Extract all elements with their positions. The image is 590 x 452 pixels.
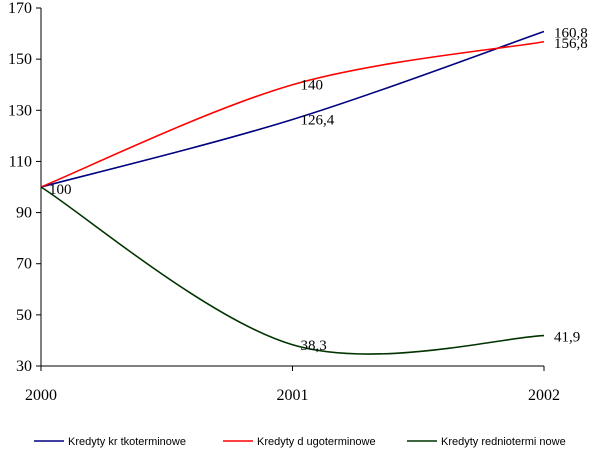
x-tick-label: 2000: [25, 387, 57, 404]
data-label: 38,3: [301, 338, 327, 354]
y-tick-label: 70: [16, 256, 32, 273]
y-tick-label: 90: [16, 205, 32, 222]
data-label: 41,9: [554, 330, 580, 346]
legend-label: Kredyty d ugoterminowe: [257, 436, 376, 448]
data-label: 126,4: [301, 112, 335, 128]
data-label: 156,8: [554, 36, 588, 52]
series-line-0: [40, 30, 545, 188]
x-tick-label: 2002: [528, 387, 560, 404]
y-tick-label: 30: [16, 358, 32, 375]
series-line-1: [40, 40, 545, 188]
series-lines: [40, 30, 545, 355]
y-tick-label: 130: [8, 102, 32, 119]
data-labels: 126,4 160,8 140 156,8 100 38,3 41,9: [49, 26, 588, 354]
data-label: 160,8: [554, 26, 588, 42]
legend: Kredyty kr tkoterminowe Kredyty d ugoterm…: [34, 436, 566, 448]
x-tick-label: 2001: [277, 387, 309, 404]
y-tick-label: 150: [8, 51, 32, 68]
legend-label: Kredyty redniotermi nowe: [441, 436, 566, 448]
data-label: 100: [49, 182, 72, 198]
y-tick-label: 50: [16, 307, 32, 324]
legend-label: Kredyty kr tkoterminowe: [68, 436, 186, 448]
y-axis-ticks: 30 50 70 90 110 130 150 170: [8, 0, 41, 375]
x-axis-ticks: 2000 2001 2002: [25, 366, 560, 404]
data-label: 140: [301, 78, 324, 94]
y-tick-label: 110: [9, 153, 32, 170]
plot-frame: [40, 8, 544, 367]
y-tick-label: 170: [8, 0, 32, 17]
series-line-2: [40, 186, 545, 355]
